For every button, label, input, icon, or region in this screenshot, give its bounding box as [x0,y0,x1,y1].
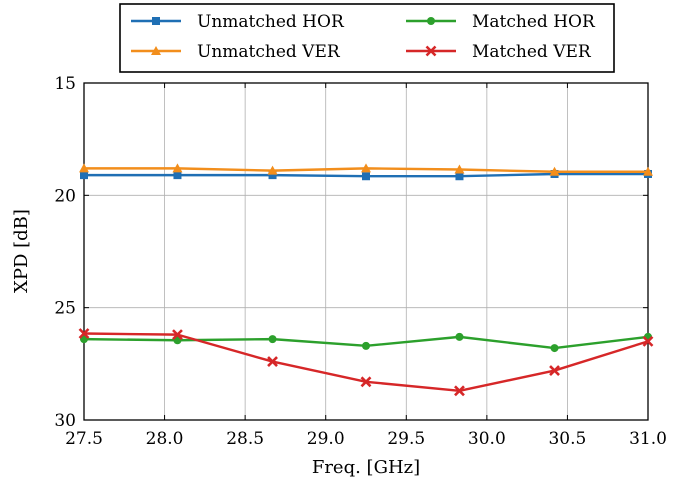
x-tick-label: 27.5 [65,429,103,449]
x-tick-label: 29.5 [387,429,425,449]
data-point-triangle [172,163,183,173]
legend-entry: Matched HOR [406,12,596,32]
data-point-triangle [151,46,161,55]
data-point-x [642,335,654,347]
data-point-circle [362,341,370,350]
data-point-x [78,328,90,339]
data-point-x [454,385,465,397]
x-marker-stroke [549,365,560,376]
series-matched-hor [80,332,652,353]
y-tick-label: 25 [54,299,76,319]
legend-label: Unmatched VER [197,42,341,62]
data-point-square [455,172,464,181]
data-point-square [268,171,277,180]
x-marker-stroke [360,376,372,388]
x-marker-stroke [172,329,183,341]
data-point-circle [268,335,277,344]
plot-area [83,82,649,421]
series-layer [78,163,654,397]
data-point-x [267,356,278,368]
series-matched-ver [78,328,654,397]
legend: Unmatched HOR Unmatched VER Matched HOR Mat… [119,3,615,73]
data-point-x [549,365,560,376]
y-axis-ticks: 15 20 25 30 [54,74,648,431]
data-point-triangle [267,165,278,175]
data-point-square [152,17,160,25]
data-point-triangle [549,166,560,176]
x-marker-stroke [78,328,90,339]
data-point-circle [427,17,435,25]
data-point-x [172,329,183,341]
legend-box [119,3,615,73]
data-point-triangle [361,163,371,173]
x-marker-stroke [454,385,465,397]
data-point-circle [550,344,559,353]
x-tick-label: 30.0 [468,429,506,449]
data-point-triangle [454,164,465,174]
x-tick-label: 31.0 [629,429,667,449]
legend-entry: Unmatched HOR [131,12,345,32]
legend-label: Matched VER [472,42,592,62]
data-point-square [80,171,88,180]
x-marker-stroke [425,45,437,57]
x-axis-label: Freq. [GHz] [312,457,420,478]
legend-entry: Matched VER [406,42,592,62]
data-point-square [173,171,182,180]
x-tick-label: 28.5 [226,429,264,449]
data-point-x [425,45,437,57]
legend-label: Unmatched HOR [197,12,345,32]
data-point-square [362,172,370,181]
y-tick-label: 15 [54,74,76,94]
x-tick-label: 29.0 [307,429,345,449]
x-tick-label: 28.0 [146,429,184,449]
data-point-circle [455,332,464,341]
data-point-triangle [79,163,89,173]
x-marker-stroke [267,356,278,368]
y-axis-label: XPD [dB] [11,209,32,293]
data-point-triangle [643,166,653,176]
legend-entry: Unmatched VER [131,42,341,62]
x-tick-label: 30.5 [548,429,586,449]
y-tick-label: 30 [54,411,76,431]
legend-label: Matched HOR [472,12,596,32]
y-tick-label: 20 [54,186,76,206]
data-point-x [360,376,372,388]
grid-lines [84,83,648,420]
x-axis-ticks: 27.5 28.0 28.5 29.0 29.5 30.0 30.5 31.0 [65,83,667,449]
x-marker-stroke [642,335,654,347]
series-unmatched-ver [79,163,653,176]
